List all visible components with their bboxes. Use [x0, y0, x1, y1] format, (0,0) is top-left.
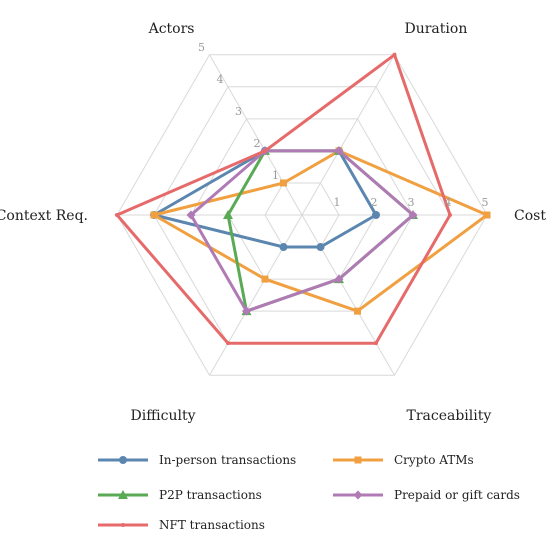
data-point-marker: [118, 490, 128, 499]
legend-item: Prepaid or gift cards: [333, 488, 520, 502]
data-point-marker: [150, 211, 158, 219]
data-point-marker: [334, 146, 344, 156]
data-point-marker: [263, 148, 267, 153]
data-point-marker: [448, 213, 452, 217]
data-point-marker: [354, 307, 361, 315]
data-point-marker: [354, 456, 362, 464]
legend-item: Crypto ATMs: [333, 453, 474, 467]
radial-tick-labels: 1 1 2 2 3 3 4 4 5 5: [198, 41, 489, 209]
data-point-marker: [115, 213, 119, 217]
legend-item: P2P transactions: [98, 488, 262, 502]
legend-item: In-person transactions: [98, 453, 296, 467]
axis-spoke: [301, 214, 395, 376]
tick-label: 1: [334, 196, 341, 209]
tick-label: 4: [217, 73, 224, 86]
tick-label: 1: [272, 169, 279, 182]
legend-label: P2P transactions: [159, 488, 262, 502]
data-point-marker: [279, 243, 288, 252]
axis-label: Traceability: [407, 408, 492, 424]
tick-label: 2: [371, 196, 378, 209]
series-group: [186, 146, 418, 316]
legend-item: NFT transactions: [98, 518, 265, 532]
axis-label: Cost: [514, 208, 546, 224]
axis-spoke: [209, 214, 303, 376]
radar-spokes: [117, 54, 487, 376]
axis-spoke: [301, 54, 395, 216]
axis-label: Context Req.: [0, 208, 88, 224]
data-point-marker: [280, 179, 287, 187]
radar-series: [114, 52, 491, 346]
legend-label: In-person transactions: [159, 453, 296, 467]
axis-label: Difficulty: [131, 408, 196, 424]
data-point-marker: [261, 275, 269, 283]
axis-label: Duration: [405, 21, 468, 37]
data-point-marker: [316, 243, 325, 252]
data-point-marker: [186, 210, 196, 220]
data-point-marker: [392, 52, 397, 57]
axis-labels: Actors Duration Cost Traceability Difficulty…: [0, 21, 546, 424]
data-point-marker: [223, 210, 233, 219]
legend: In-person transactions Crypto ATMs P2P tra…: [98, 453, 520, 532]
tick-label: 5: [482, 196, 489, 209]
data-point-marker: [408, 210, 418, 220]
data-point-marker: [226, 341, 230, 346]
data-point-marker: [353, 490, 363, 500]
axis-label: Actors: [148, 21, 195, 37]
legend-label: Crypto ATMs: [394, 453, 474, 467]
tick-label: 5: [198, 41, 205, 54]
series-group: [114, 52, 452, 346]
data-point-marker: [374, 341, 378, 346]
tick-label: 3: [235, 105, 242, 118]
data-point-marker: [334, 274, 344, 284]
axis-spoke: [209, 54, 303, 216]
data-point-marker: [121, 523, 125, 527]
data-point-marker: [119, 456, 127, 464]
legend-label: Prepaid or gift cards: [394, 488, 520, 502]
series-line: [114, 52, 452, 345]
legend-label: NFT transactions: [159, 518, 265, 532]
data-point-marker: [242, 306, 251, 316]
data-point-marker: [483, 211, 491, 219]
tick-label: 3: [408, 196, 415, 209]
tick-label: 2: [254, 137, 261, 150]
data-point-marker: [372, 211, 380, 219]
tick-label: 4: [445, 196, 452, 209]
